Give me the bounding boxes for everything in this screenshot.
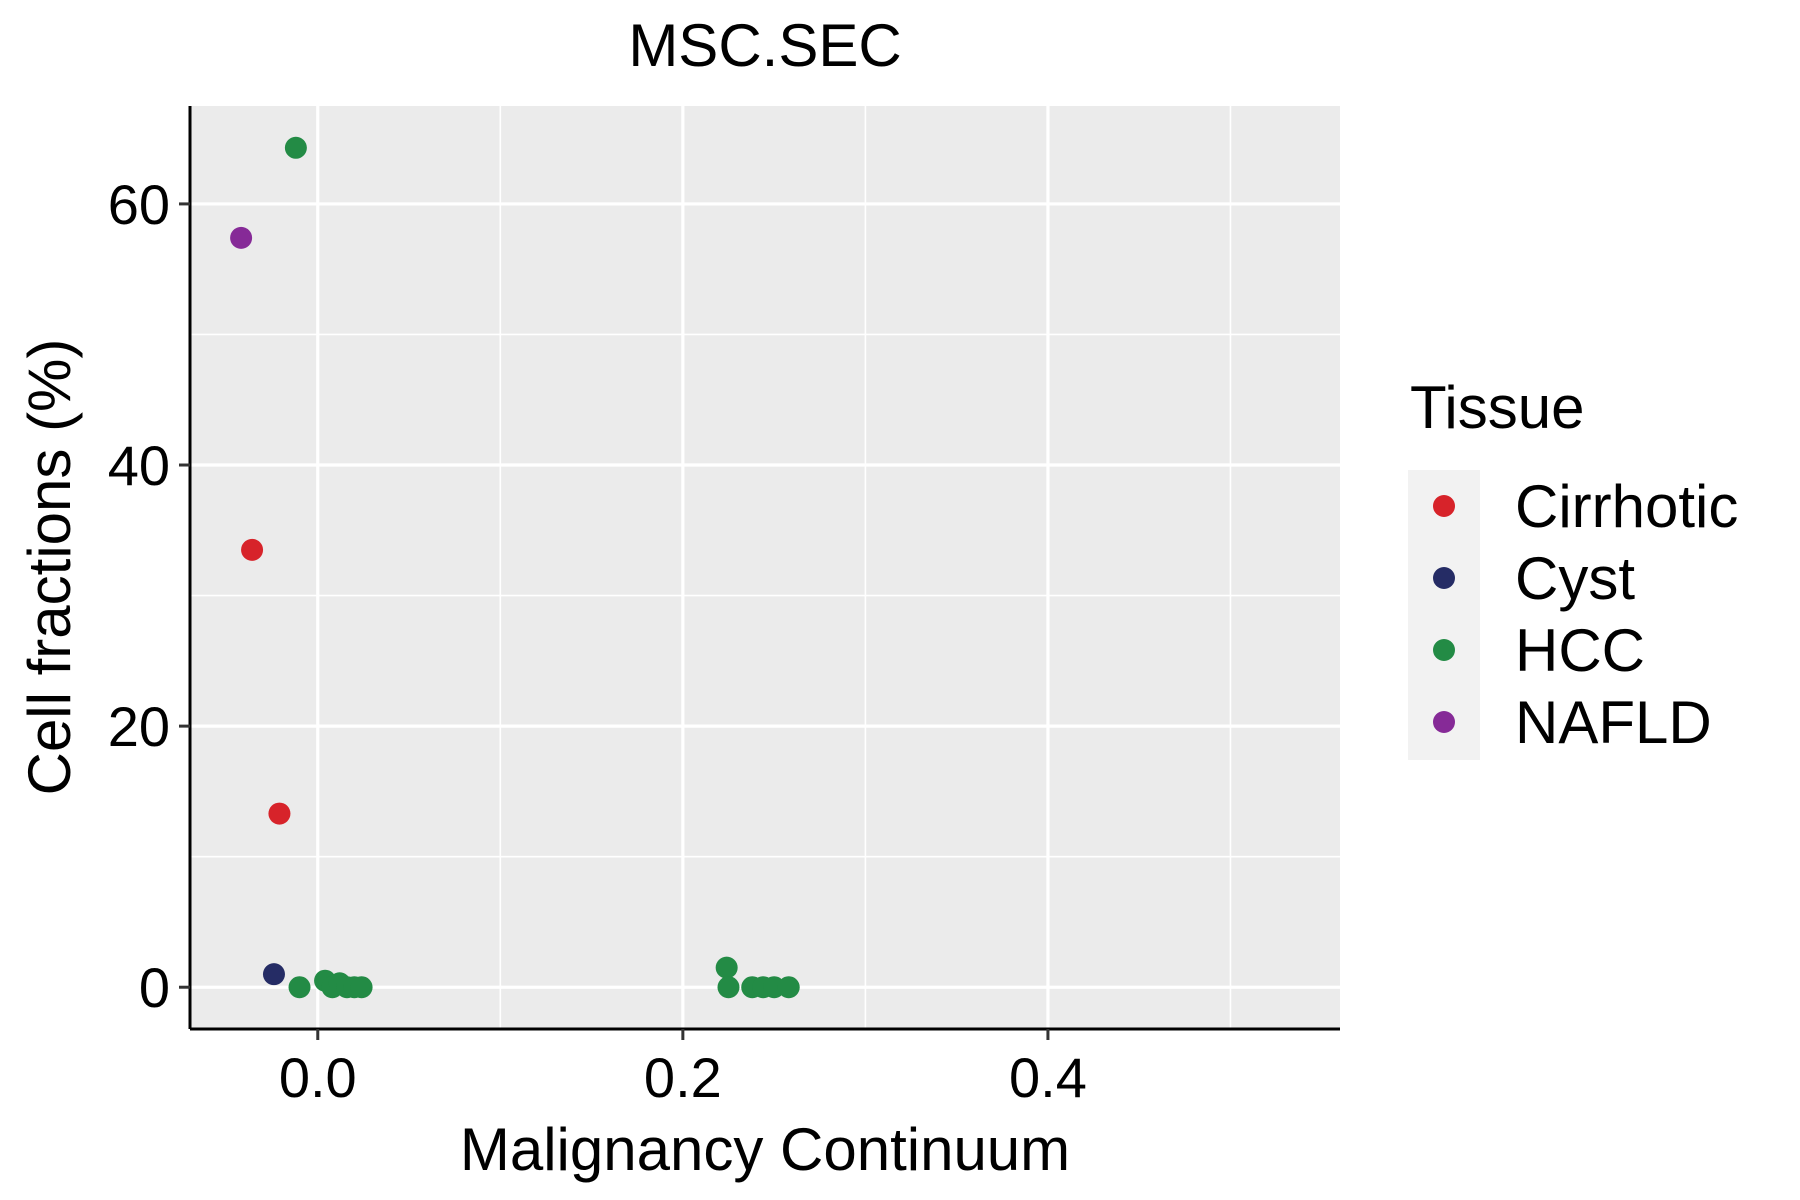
y-axis-title: Cell fractions (%)	[16, 339, 83, 796]
point-hcc	[350, 976, 373, 999]
point-cirrhotic	[241, 538, 264, 561]
grid-lines	[190, 106, 1340, 1029]
legend-label-nafld: NAFLD	[1515, 689, 1712, 756]
point-nafld	[230, 226, 253, 249]
x-tick-label: 0.2	[644, 1046, 722, 1109]
legend-key-hcc	[1433, 639, 1455, 661]
x-axis-ticks: 0.0 0.2 0.4	[279, 1029, 1087, 1109]
point-hcc	[284, 136, 307, 159]
chart-title: MSC.SEC	[628, 12, 901, 79]
y-tick-label: 40	[108, 434, 170, 497]
point-cyst	[262, 963, 285, 986]
legend-key-cirrhotic	[1433, 495, 1455, 517]
legend-label-hcc: HCC	[1515, 617, 1645, 684]
legend-title: Tissue	[1410, 374, 1585, 441]
plot-panel	[190, 106, 1340, 1029]
y-axis-ticks: 0 20 40 60	[108, 173, 190, 1019]
legend-key-nafld	[1433, 711, 1455, 733]
x-tick-label: 0.4	[1009, 1046, 1087, 1109]
point-hcc	[777, 976, 800, 999]
y-tick-label: 20	[108, 695, 170, 758]
point-hcc	[715, 956, 738, 979]
legend-key-cyst	[1433, 567, 1455, 589]
x-tick-label: 0.0	[279, 1046, 357, 1109]
y-tick-label: 0	[139, 956, 170, 1019]
y-tick-label: 60	[108, 173, 170, 236]
legend-label-cirrhotic: Cirrhotic	[1515, 473, 1738, 540]
data-points	[230, 136, 800, 999]
x-axis-title: Malignancy Continuum	[460, 1116, 1070, 1183]
point-cirrhotic	[268, 802, 291, 825]
point-hcc	[288, 976, 311, 999]
point-hcc	[717, 976, 740, 999]
legend-label-cyst: Cyst	[1515, 545, 1635, 612]
